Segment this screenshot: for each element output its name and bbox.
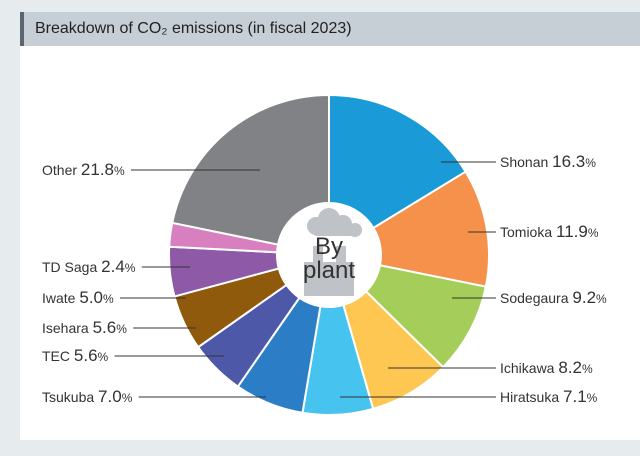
label-tsukuba: Tsukuba 7.0% [42,387,133,406]
chart-header: Breakdown of CO₂ emissions (in fiscal 20… [20,12,640,46]
label-tec: TEC 5.6% [42,346,109,365]
label-hiratsuka: Hiratsuka 7.1% [500,387,598,406]
label-td-saga: TD Saga 2.4% [42,257,136,276]
label-ichikawa: Ichikawa 8.2% [500,358,593,377]
label-other: Other 21.8% [42,160,125,179]
label-isehara: Isehara 5.6% [42,318,127,337]
pie-slice-shonan [328,93,467,230]
label-sodegaura: Sodegaura 9.2% [500,288,607,307]
factory-icon [304,208,362,296]
label-iwate: Iwate 5.0% [42,288,114,307]
pie-slice-tomioka [372,170,490,288]
label-shonan: Shonan 16.3% [500,152,596,171]
pie-center-label: By plant [303,233,355,284]
label-tomioka: Tomioka 11.9% [500,222,599,241]
chart-title: Breakdown of CO₂ emissions (in fiscal 20… [35,20,352,37]
